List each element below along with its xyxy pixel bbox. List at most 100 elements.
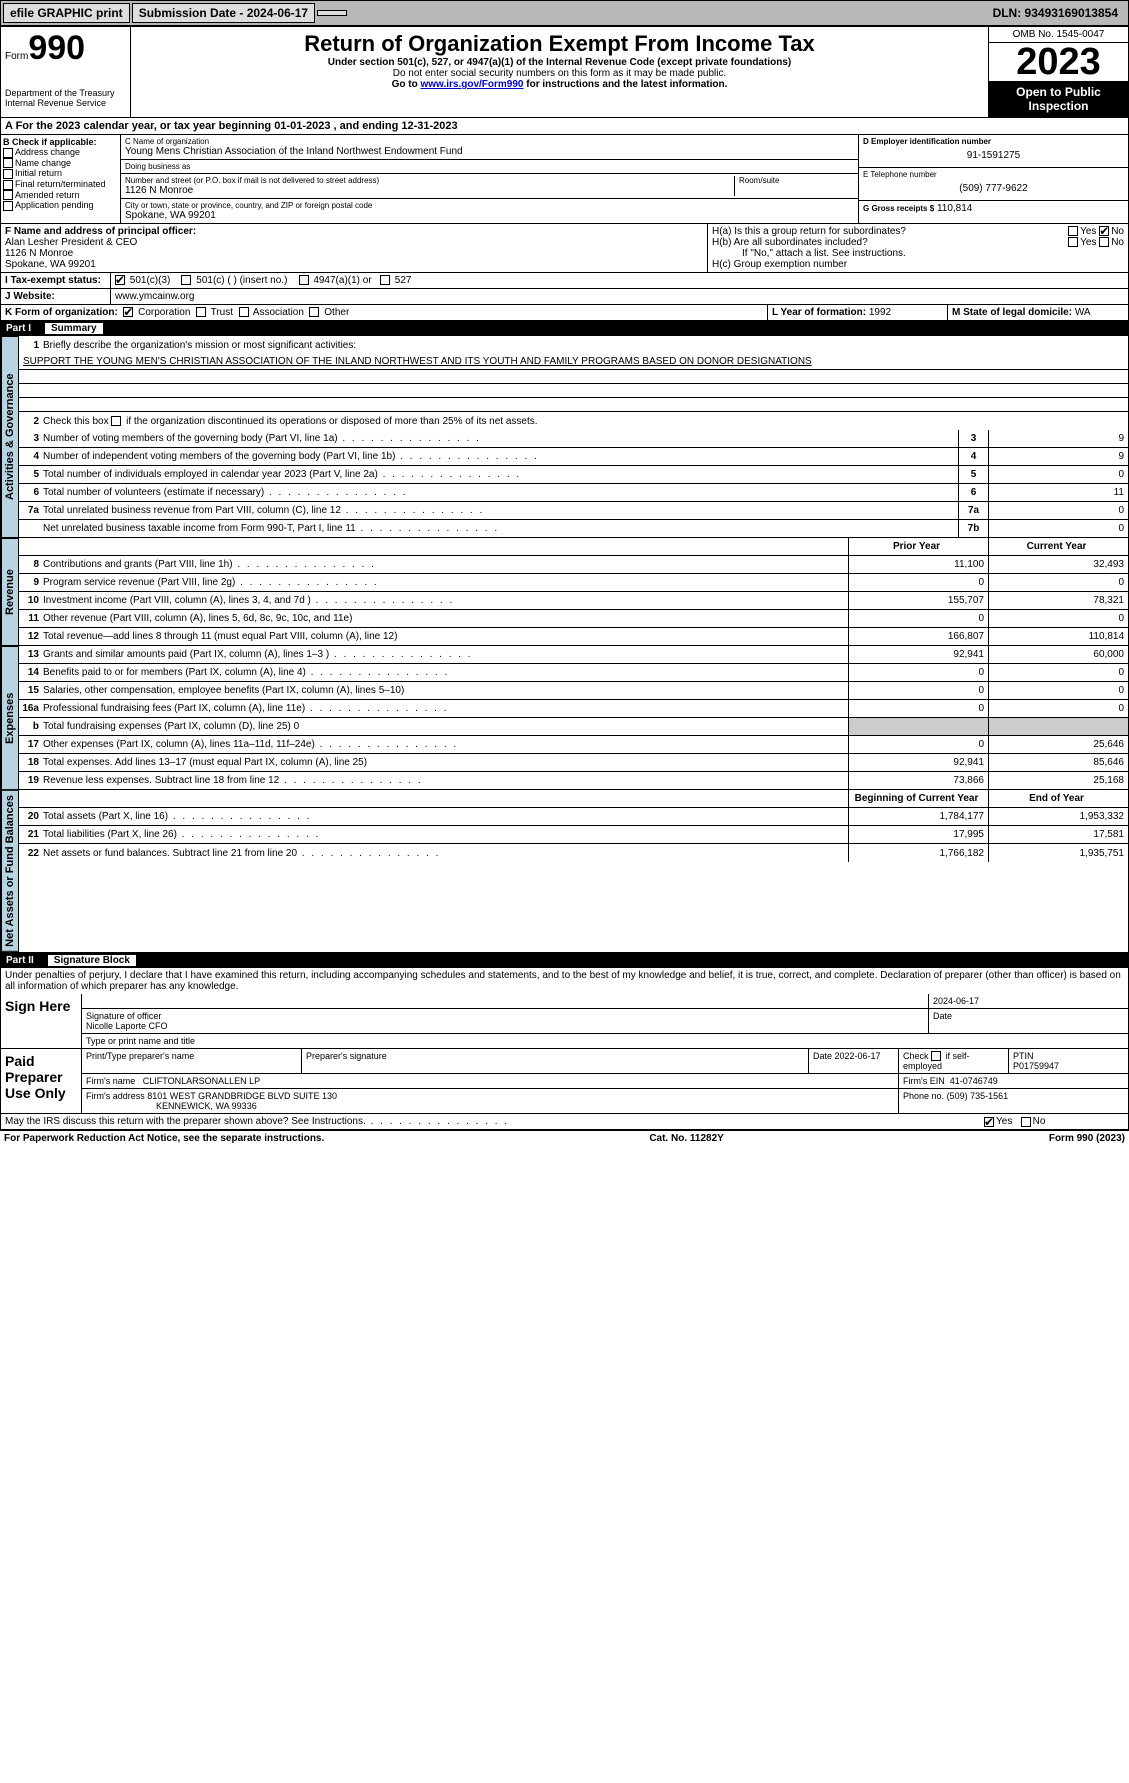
- firm-city: KENNEWICK, WA 99336: [86, 1101, 257, 1111]
- discuss-q: May the IRS discuss this return with the…: [5, 1116, 984, 1127]
- addr-label: Number and street (or P.O. box if mail i…: [125, 176, 734, 185]
- paid-preparer: Paid Preparer Use Only: [1, 1049, 81, 1114]
- expenses-section: Expenses 13Grants and similar amounts pa…: [0, 646, 1129, 790]
- v3: 9: [988, 430, 1128, 447]
- l13: Grants and similar amounts paid (Part IX…: [43, 647, 848, 662]
- ein: 91-1591275: [863, 146, 1124, 165]
- chk-other[interactable]: [309, 307, 319, 317]
- irs-label: Internal Revenue Service: [5, 98, 126, 108]
- chk-trust[interactable]: [196, 307, 206, 317]
- current-hdr: Current Year: [988, 538, 1128, 555]
- chk-discontinued[interactable]: [111, 416, 121, 426]
- activities-governance: Activities & Governance 1Briefly describ…: [0, 336, 1129, 538]
- hb-label: H(b) Are all subordinates included?: [712, 237, 1068, 248]
- section-fh: F Name and address of principal officer:…: [0, 224, 1129, 273]
- efile-btn[interactable]: efile GRAPHIC print: [3, 3, 130, 23]
- state-domicile: WA: [1075, 307, 1091, 318]
- chk-pending[interactable]: [3, 201, 13, 211]
- cat-no: Cat. No. 11282Y: [649, 1133, 723, 1144]
- k-label: K Form of organization:: [5, 307, 118, 318]
- period-line: A For the 2023 calendar year, or tax yea…: [0, 118, 1129, 135]
- pra-notice: For Paperwork Reduction Act Notice, see …: [4, 1133, 324, 1144]
- sig-date: 2024-06-17: [928, 994, 1128, 1008]
- v4: 9: [988, 448, 1128, 465]
- j-label: J Website:: [1, 289, 111, 304]
- city-value: Spokane, WA 99201: [125, 210, 854, 221]
- topbar: efile GRAPHIC print Submission Date - 20…: [0, 0, 1129, 26]
- l12: Total revenue—add lines 8 through 11 (mu…: [43, 629, 848, 644]
- tab-activities: Activities & Governance: [1, 336, 19, 538]
- phone: (509) 777-9622: [863, 179, 1124, 198]
- goto-note: Go to www.irs.gov/Form990 for instructio…: [135, 79, 984, 90]
- room-label: Room/suite: [739, 176, 854, 185]
- ha-yes[interactable]: [1068, 226, 1078, 236]
- l9: Program service revenue (Part VIII, line…: [43, 575, 848, 590]
- blank-btn: [317, 10, 347, 16]
- chk-4947[interactable]: [299, 275, 309, 285]
- ssn-note: Do not enter social security numbers on …: [135, 68, 984, 79]
- part1-header: Part ISummary: [0, 321, 1129, 336]
- l7a: Total unrelated business revenue from Pa…: [43, 503, 958, 518]
- street-address: 1126 N Monroe: [125, 185, 734, 196]
- section-bcdefg: B Check if applicable: Address change Na…: [0, 135, 1129, 224]
- e-label: E Telephone number: [863, 170, 1124, 179]
- hb-yes[interactable]: [1068, 237, 1078, 247]
- l18: Total expenses. Add lines 13–17 (must eq…: [43, 755, 848, 770]
- firm-phone: (509) 735-1561: [947, 1091, 1009, 1101]
- l8: Contributions and grants (Part VIII, lin…: [43, 557, 848, 572]
- l2: Check this box if the organization disco…: [43, 414, 1128, 429]
- chk-self[interactable]: [931, 1051, 941, 1061]
- discuss-no[interactable]: [1021, 1117, 1031, 1127]
- chk-name[interactable]: [3, 158, 13, 168]
- sign-here: Sign Here: [1, 994, 81, 1048]
- chk-assoc[interactable]: [239, 307, 249, 317]
- chk-final[interactable]: [3, 180, 13, 190]
- l19: Revenue less expenses. Subtract line 18 …: [43, 773, 848, 788]
- chk-address[interactable]: [3, 148, 13, 158]
- website-url: www.ymcainw.org: [115, 291, 194, 302]
- l4: Number of independent voting members of …: [43, 449, 958, 464]
- f-label: F Name and address of principal officer:: [5, 226, 703, 237]
- revenue-section: Revenue Prior YearCurrent Year 8Contribu…: [0, 538, 1129, 646]
- prior-hdr: Prior Year: [848, 538, 988, 555]
- ha-label: H(a) Is this a group return for subordin…: [712, 226, 1068, 237]
- officer-addr1: 1126 N Monroe: [5, 248, 703, 259]
- v7a: 0: [988, 502, 1128, 519]
- chk-501c[interactable]: [181, 275, 191, 285]
- chk-527[interactable]: [380, 275, 390, 285]
- v7b: 0: [988, 520, 1128, 537]
- officer-addr2: Spokane, WA 99201: [5, 259, 703, 270]
- chk-amended[interactable]: [3, 190, 13, 200]
- discuss-yes[interactable]: [984, 1117, 994, 1127]
- penalties-text: Under penalties of perjury, I declare th…: [0, 968, 1129, 994]
- tax-year: 2023: [989, 43, 1128, 81]
- dln: DLN: 93493169013854: [987, 4, 1124, 22]
- chk-initial[interactable]: [3, 169, 13, 179]
- l17: Other expenses (Part IX, column (A), lin…: [43, 737, 848, 752]
- l14: Benefits paid to or for members (Part IX…: [43, 665, 848, 680]
- l1-label: Briefly describe the organization's miss…: [43, 338, 1128, 353]
- l20: Total assets (Part X, line 16): [43, 809, 848, 824]
- l15: Salaries, other compensation, employee b…: [43, 683, 848, 698]
- section-ij: I Tax-exempt status: 501(c)(3) 501(c) ( …: [0, 273, 1129, 289]
- l16a: Professional fundraising fees (Part IX, …: [43, 701, 848, 716]
- chk-501c3[interactable]: [115, 275, 125, 285]
- firm-addr: 8101 WEST GRANDBRIDGE BLVD SUITE 130: [147, 1091, 337, 1101]
- section-j: J Website: www.ymcainw.org: [0, 289, 1129, 305]
- v5: 0: [988, 466, 1128, 483]
- chk-corp[interactable]: [123, 307, 133, 317]
- i-label: I Tax-exempt status:: [1, 273, 111, 288]
- end-hdr: End of Year: [988, 790, 1128, 807]
- begin-hdr: Beginning of Current Year: [848, 790, 988, 807]
- dba-label: Doing business as: [125, 162, 854, 171]
- c-name-label: C Name of organization: [125, 137, 854, 146]
- l3: Number of voting members of the governin…: [43, 431, 958, 446]
- v6: 11: [988, 484, 1128, 501]
- form-ref: Form 990 (2023): [1049, 1133, 1125, 1144]
- ha-no[interactable]: [1099, 226, 1109, 236]
- l11: Other revenue (Part VIII, column (A), li…: [43, 611, 848, 626]
- ptin: P01759947: [1013, 1061, 1124, 1071]
- irs-link[interactable]: www.irs.gov/Form990: [420, 79, 523, 90]
- hb-no[interactable]: [1099, 237, 1109, 247]
- g-label: G Gross receipts $: [863, 204, 934, 213]
